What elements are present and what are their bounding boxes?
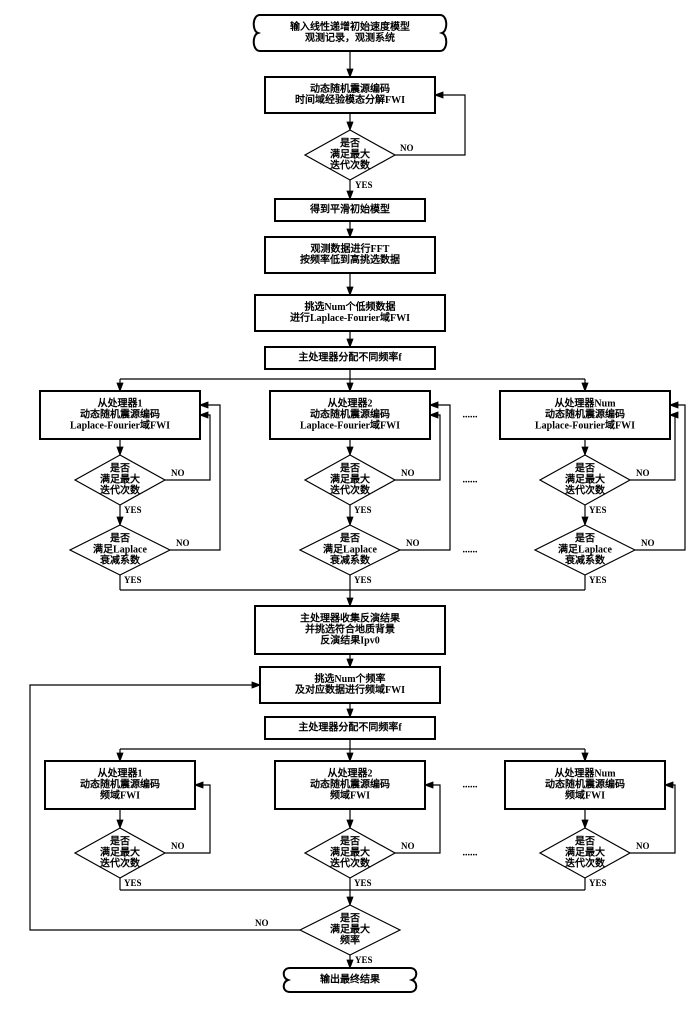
- b2-text: 得到平滑初始模型: [309, 202, 390, 215]
- ellipsis: ......: [463, 409, 479, 420]
- edge-label: NO: [255, 918, 269, 928]
- d4b-text: 迭代次数: [330, 856, 371, 869]
- p2-text: Laplace-Fourier域FWI: [300, 418, 400, 431]
- ellipsis: ......: [463, 779, 479, 790]
- d3c-text: 满足Laplace: [558, 542, 612, 555]
- d3b-text: 是否: [339, 532, 360, 544]
- d2a-text: 是否: [109, 462, 130, 474]
- p3-text: 动态随机震源编码: [545, 407, 625, 420]
- d5-text: 满足最大: [330, 922, 370, 935]
- p3-text: 从处理器Num: [554, 396, 616, 409]
- b7-text: 及对应数据进行频域FWI: [295, 683, 405, 696]
- q3-text: 动态随机震源编码: [545, 777, 625, 790]
- d5-text: 是否: [339, 912, 360, 924]
- edge-label: YES: [355, 955, 373, 965]
- d3a-text: 衰减系数: [99, 553, 141, 566]
- q2-text: 频域FWI: [330, 788, 370, 801]
- b6-text: 主处理器收集反演结果: [300, 611, 401, 624]
- d2b-text: 迭代次数: [330, 483, 371, 496]
- d2c-text: 满足最大: [565, 472, 605, 485]
- edge-label: NO: [401, 468, 415, 478]
- edge-label: NO: [171, 468, 185, 478]
- b7-text: 挑选Num个频率: [314, 672, 385, 685]
- ellipsis: ......: [463, 474, 479, 485]
- d1-text: 迭代次数: [330, 158, 371, 171]
- edge-label: YES: [354, 575, 372, 585]
- edge-label: NO: [400, 143, 414, 153]
- q1-text: 频域FWI: [100, 788, 140, 801]
- d4b-text: 满足最大: [330, 845, 370, 858]
- q2-text: 从处理器2: [328, 766, 373, 779]
- b6-text: 并挑选符合地质背景: [305, 622, 395, 635]
- d4c-text: 迭代次数: [565, 856, 606, 869]
- edge-label: YES: [124, 575, 142, 585]
- p3-text: Laplace-Fourier域FWI: [535, 418, 635, 431]
- d4b-text: 是否: [339, 835, 360, 847]
- d4a-text: 迭代次数: [100, 856, 141, 869]
- d4a-text: 满足最大: [100, 845, 140, 858]
- edge-label: YES: [124, 878, 142, 888]
- ellipsis: ......: [463, 544, 479, 555]
- q2-text: 动态随机震源编码: [310, 777, 390, 790]
- d4a-text: 是否: [109, 835, 130, 847]
- p2-text: 从处理器2: [328, 396, 373, 409]
- d3b-text: 衰减系数: [329, 553, 371, 566]
- q3-text: 频域FWI: [565, 788, 605, 801]
- ellipsis: ......: [463, 847, 479, 858]
- d2a-text: 迭代次数: [100, 483, 141, 496]
- edge-label: NO: [406, 538, 420, 548]
- d5-text: 频率: [340, 933, 360, 946]
- b3-text: 观测数据进行FFT: [311, 242, 390, 255]
- p1-text: 动态随机震源编码: [80, 407, 160, 420]
- d3a-text: 满足Laplace: [93, 542, 147, 555]
- q1-text: 从处理器1: [98, 766, 143, 779]
- edge-label: YES: [589, 575, 607, 585]
- p1-text: Laplace-Fourier域FWI: [70, 418, 170, 431]
- b1-text: 动态随机震源编码: [310, 82, 390, 95]
- p1-text: 从处理器1: [98, 396, 143, 409]
- d3a-text: 是否: [109, 532, 130, 544]
- b5-text: 主处理器分配不同频率f: [298, 350, 402, 363]
- edge-label: NO: [636, 841, 650, 851]
- d1-text: 是否: [339, 137, 360, 149]
- edge-label: YES: [589, 505, 607, 515]
- start-text: 输入线性递增初始速度模型: [290, 20, 410, 33]
- p2-text: 动态随机震源编码: [310, 407, 390, 420]
- edge-label: NO: [171, 841, 185, 851]
- edge-label: NO: [641, 538, 655, 548]
- q1-text: 动态随机震源编码: [80, 777, 160, 790]
- d1-text: 满足最大: [330, 147, 370, 160]
- d3b-text: 满足Laplace: [323, 542, 377, 555]
- q3-text: 从处理器Num: [554, 766, 616, 779]
- edge-label: YES: [124, 505, 142, 515]
- b1-text: 时间域经验模态分解FWI: [295, 93, 405, 106]
- d2c-text: 是否: [574, 462, 595, 474]
- end-text: 输出最终结果: [320, 972, 381, 985]
- d2b-text: 满足最大: [330, 472, 370, 485]
- edge-label: NO: [401, 841, 415, 851]
- edge-label: YES: [354, 878, 372, 888]
- d2b-text: 是否: [339, 462, 360, 474]
- b3-text: 按频率低到高挑选数据: [300, 253, 400, 266]
- b4-text: 挑选Num个低频数据: [304, 300, 395, 313]
- edge-label: YES: [589, 878, 607, 888]
- d3c-text: 衰减系数: [564, 553, 606, 566]
- d3c-text: 是否: [574, 532, 595, 544]
- b6-text: 反演结果Ipv0: [320, 633, 379, 646]
- d4c-text: 是否: [574, 835, 595, 847]
- start-text: 观测记录，观测系统: [305, 31, 395, 44]
- d2c-text: 迭代次数: [565, 483, 606, 496]
- edge-label: NO: [176, 538, 190, 548]
- edge-label: YES: [354, 505, 372, 515]
- edge-label: YES: [355, 180, 373, 190]
- d2a-text: 满足最大: [100, 472, 140, 485]
- d4c-text: 满足最大: [565, 845, 605, 858]
- b4-text: 进行Laplace-Fourier域FWI: [290, 311, 410, 324]
- edge-label: NO: [636, 468, 650, 478]
- b8-text: 主处理器分配不同频率f: [298, 720, 402, 733]
